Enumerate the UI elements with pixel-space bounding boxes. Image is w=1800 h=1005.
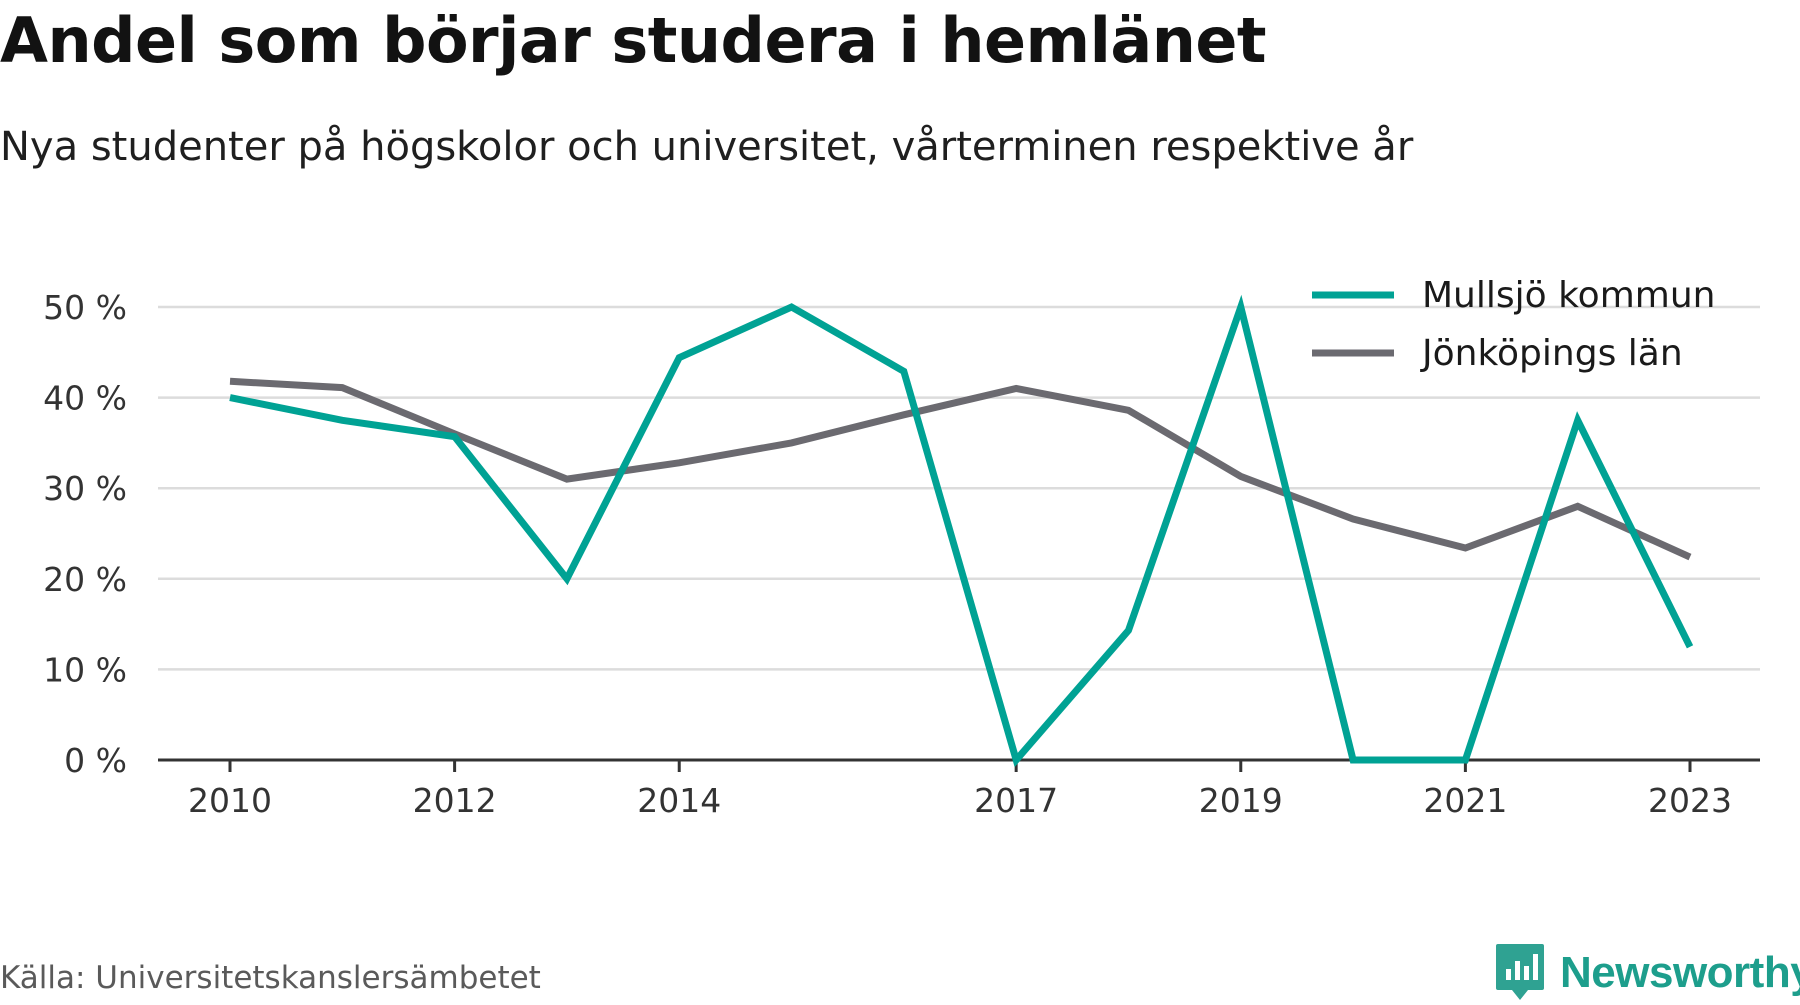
axis-layer: 0 % 10 % 20 % 30 % 40 % 50 % 2010 2012 2014 2017 2…: [43, 288, 1760, 820]
legend: Mullsjö kommun Jönköpings län: [1312, 275, 1715, 374]
line-chart: 0 % 10 % 20 % 30 % 40 % 50 % 2010 2012 2014 2017 2…: [43, 275, 1760, 820]
y-tick-label: 20 %: [43, 560, 127, 599]
x-tick-label: 2021: [1423, 781, 1507, 820]
series-line-2: [229, 377, 1692, 561]
y-tick-label: 0 %: [64, 741, 127, 780]
x-tick-label: 2019: [1199, 781, 1283, 820]
chart-subtitle: Nya studenter på högskolor och universit…: [0, 124, 1414, 170]
legend-label: Mullsjö kommun: [1422, 275, 1715, 316]
grid-layer: [158, 305, 1760, 671]
y-tick-label: 30 %: [43, 469, 127, 508]
x-tick-label: 2014: [637, 781, 721, 820]
x-tick-label: 2017: [974, 781, 1058, 820]
brand-name: Newsworthy: [1560, 948, 1800, 997]
brand[interactable]: Newsworthy: [1494, 941, 1800, 1005]
series-line-1: [229, 294, 1694, 768]
x-tick-label: 2012: [413, 781, 497, 820]
legend-label: Jönköpings län: [1420, 333, 1683, 374]
x-tick-label: 2010: [188, 781, 272, 820]
x-tick-label: 2023: [1648, 781, 1732, 820]
y-tick-label: 50 %: [43, 288, 127, 327]
chart-title: Andel som börjar studera i hemlänet: [0, 4, 1267, 77]
series-layer: [229, 294, 1694, 768]
y-tick-label: 10 %: [43, 650, 127, 689]
newsworthy-logo-icon: [1496, 944, 1544, 1000]
source-note: Källa: Universitetskanslersämbetet: [0, 960, 541, 996]
y-tick-label: 40 %: [43, 379, 127, 418]
